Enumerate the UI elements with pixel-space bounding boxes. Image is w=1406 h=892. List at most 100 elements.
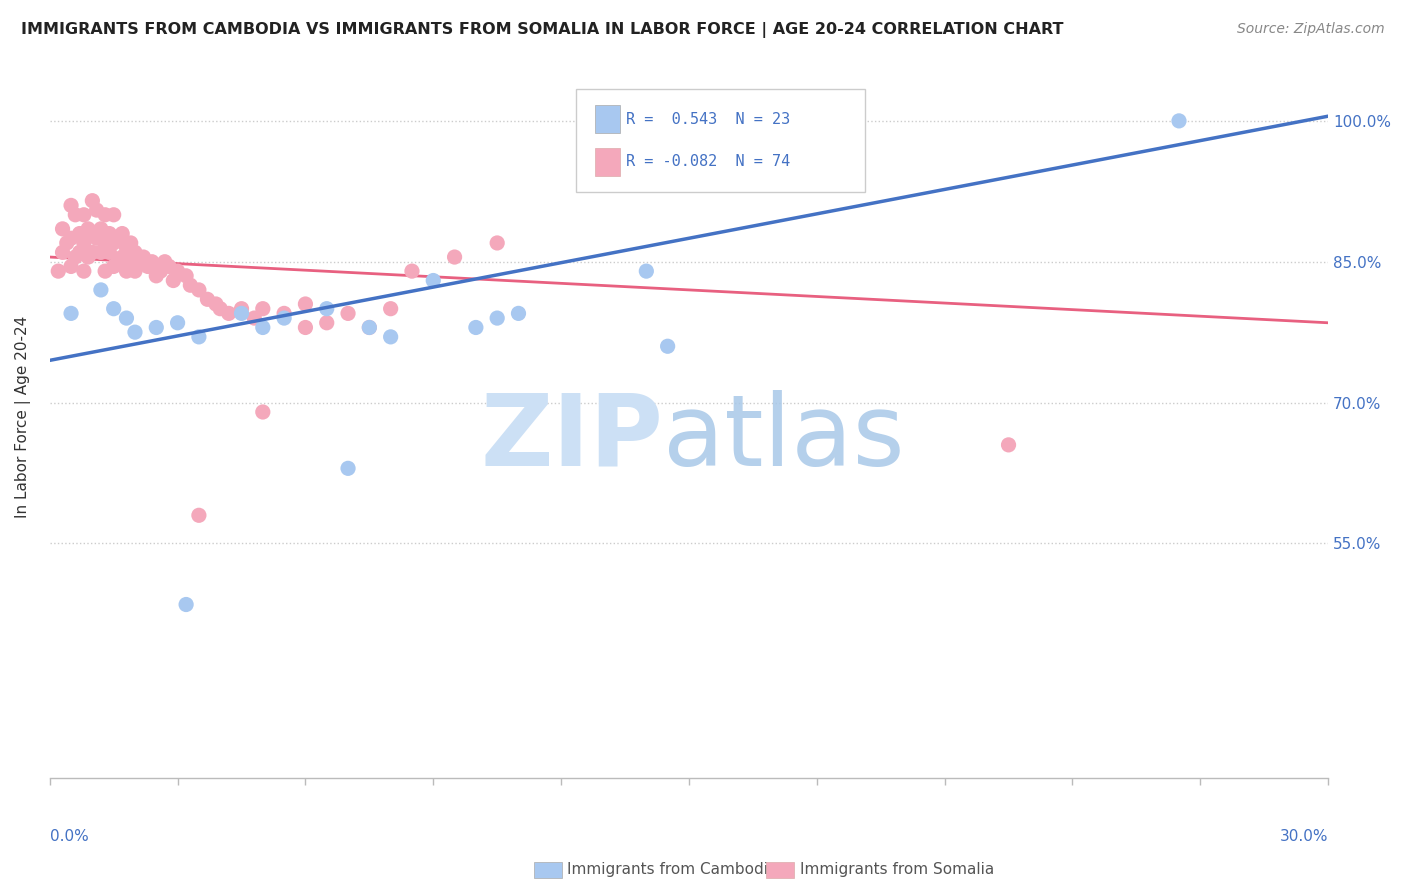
Point bbox=[73, 235, 96, 250]
Point bbox=[243, 311, 266, 326]
Point bbox=[166, 264, 188, 278]
Point bbox=[82, 227, 104, 241]
Point bbox=[486, 311, 509, 326]
Point bbox=[231, 301, 253, 316]
Point bbox=[115, 241, 138, 255]
Text: R =  0.543  N = 23: R = 0.543 N = 23 bbox=[626, 112, 790, 127]
Point bbox=[486, 235, 509, 250]
Point bbox=[132, 250, 155, 264]
Text: Immigrants from Somalia: Immigrants from Somalia bbox=[800, 863, 994, 877]
Text: R = -0.082  N = 74: R = -0.082 N = 74 bbox=[626, 154, 790, 169]
Point bbox=[252, 405, 274, 419]
Point bbox=[153, 254, 176, 268]
Point bbox=[103, 260, 125, 274]
Point bbox=[162, 273, 184, 287]
Point bbox=[86, 231, 108, 245]
Point bbox=[174, 598, 197, 612]
Point bbox=[380, 330, 402, 344]
Point bbox=[443, 250, 465, 264]
Point bbox=[294, 297, 316, 311]
Point bbox=[94, 208, 117, 222]
Point bbox=[86, 203, 108, 218]
Point bbox=[124, 264, 146, 278]
Point bbox=[205, 297, 228, 311]
Point bbox=[145, 320, 167, 334]
Point bbox=[94, 235, 117, 250]
Point bbox=[422, 273, 444, 287]
Point bbox=[124, 325, 146, 339]
Text: ZIP: ZIP bbox=[481, 390, 664, 487]
Point bbox=[69, 245, 91, 260]
Point bbox=[103, 235, 125, 250]
Point bbox=[120, 235, 142, 250]
Point bbox=[111, 250, 134, 264]
Point bbox=[337, 461, 360, 475]
Point bbox=[51, 245, 73, 260]
Point bbox=[157, 260, 180, 274]
Point bbox=[56, 235, 79, 250]
Point bbox=[636, 264, 658, 278]
Point bbox=[209, 301, 232, 316]
Point bbox=[98, 245, 121, 260]
Point bbox=[657, 339, 679, 353]
Point bbox=[136, 260, 159, 274]
Point bbox=[218, 306, 240, 320]
Point bbox=[77, 250, 100, 264]
Point bbox=[98, 227, 121, 241]
Point bbox=[69, 227, 91, 241]
Point bbox=[197, 293, 219, 307]
Point bbox=[508, 306, 530, 320]
Point bbox=[73, 264, 96, 278]
Point bbox=[65, 250, 87, 264]
Point bbox=[315, 301, 337, 316]
Point bbox=[107, 254, 129, 268]
Point bbox=[124, 245, 146, 260]
Point bbox=[46, 264, 69, 278]
Point bbox=[103, 301, 125, 316]
Point bbox=[315, 316, 337, 330]
Point bbox=[82, 245, 104, 260]
Point bbox=[359, 320, 381, 334]
Point bbox=[120, 254, 142, 268]
Point bbox=[115, 264, 138, 278]
Point bbox=[145, 268, 167, 283]
Point bbox=[60, 198, 83, 212]
Point bbox=[166, 316, 188, 330]
Point bbox=[128, 254, 150, 268]
Point bbox=[115, 311, 138, 326]
Point bbox=[294, 320, 316, 334]
Point bbox=[252, 320, 274, 334]
Y-axis label: In Labor Force | Age 20-24: In Labor Force | Age 20-24 bbox=[15, 316, 31, 518]
Point bbox=[187, 283, 209, 297]
Point bbox=[1168, 114, 1191, 128]
Point bbox=[60, 260, 83, 274]
Point bbox=[141, 254, 163, 268]
Point bbox=[401, 264, 423, 278]
Text: Source: ZipAtlas.com: Source: ZipAtlas.com bbox=[1237, 22, 1385, 37]
Point bbox=[179, 278, 201, 293]
Point bbox=[90, 222, 112, 236]
Point bbox=[65, 208, 87, 222]
Text: 0.0%: 0.0% bbox=[49, 829, 89, 844]
Point bbox=[103, 208, 125, 222]
Text: IMMIGRANTS FROM CAMBODIA VS IMMIGRANTS FROM SOMALIA IN LABOR FORCE | AGE 20-24 C: IMMIGRANTS FROM CAMBODIA VS IMMIGRANTS F… bbox=[21, 22, 1063, 38]
Point bbox=[337, 306, 360, 320]
Point bbox=[60, 231, 83, 245]
Point bbox=[73, 208, 96, 222]
Point bbox=[94, 264, 117, 278]
Text: Immigrants from Cambodia: Immigrants from Cambodia bbox=[567, 863, 778, 877]
Point bbox=[187, 330, 209, 344]
Point bbox=[77, 222, 100, 236]
Text: atlas: atlas bbox=[664, 390, 905, 487]
Point bbox=[82, 194, 104, 208]
Point bbox=[380, 301, 402, 316]
Point bbox=[273, 311, 295, 326]
Point bbox=[90, 245, 112, 260]
Point bbox=[359, 320, 381, 334]
Point bbox=[107, 231, 129, 245]
Point bbox=[149, 264, 172, 278]
Point bbox=[273, 306, 295, 320]
Text: 30.0%: 30.0% bbox=[1279, 829, 1329, 844]
Point bbox=[90, 283, 112, 297]
Point bbox=[60, 306, 83, 320]
